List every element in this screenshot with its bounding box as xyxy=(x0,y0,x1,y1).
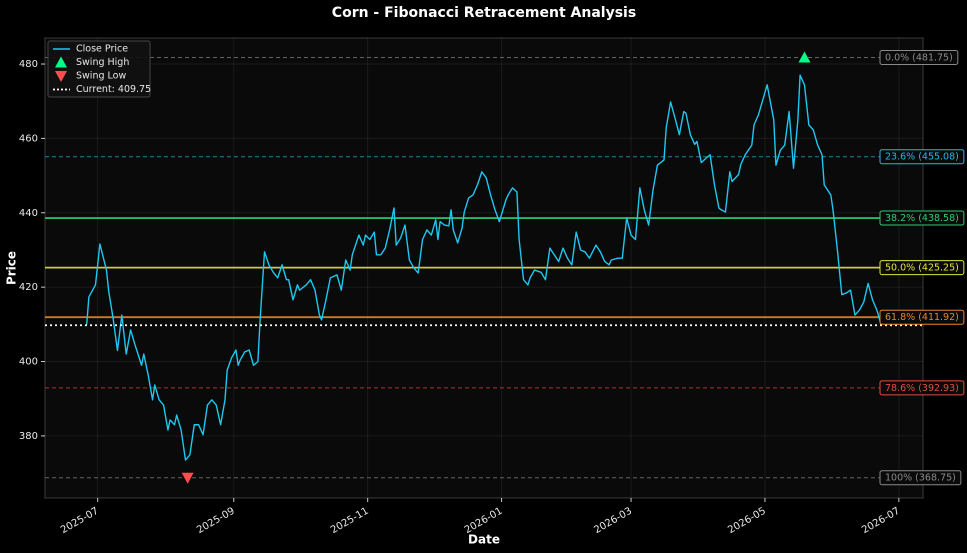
level-label: 23.6% (455.08) xyxy=(885,152,959,163)
y-tick-label: 400 xyxy=(19,357,38,368)
legend-label: Swing High xyxy=(76,57,129,68)
level-label: 0.0% (481.75) xyxy=(885,53,953,64)
level-label-box xyxy=(879,260,965,276)
swing-low-marker xyxy=(181,472,194,484)
level-label: 100% (368.75) xyxy=(885,473,956,484)
y-tick-label: 420 xyxy=(19,282,38,293)
level-label-box xyxy=(879,309,965,325)
y-axis-label: Price xyxy=(5,251,19,285)
legend-label: Current: 409.75 xyxy=(76,84,151,95)
legend-label: Close Price xyxy=(76,44,128,55)
level-label: 50.0% (425.25) xyxy=(885,263,959,274)
y-tick-label: 480 xyxy=(19,59,38,70)
legend-swatch xyxy=(55,71,67,82)
legend-label: Swing Low xyxy=(76,71,126,82)
level-label-box xyxy=(879,380,965,396)
legend: Close Price Swing High Swing Low Current: 4… xyxy=(47,40,151,98)
y-tick-label: 380 xyxy=(19,431,38,442)
level-label-box xyxy=(879,470,962,486)
level-label-box xyxy=(879,50,959,66)
level-label: 78.6% (392.93) xyxy=(885,383,959,394)
price-line xyxy=(86,74,882,461)
y-tick-label: 460 xyxy=(19,133,38,144)
legend-swatch xyxy=(55,56,67,68)
level-label-box xyxy=(879,149,965,165)
level-label: 61.8% (411.92) xyxy=(885,312,959,323)
level-label: 38.2% (438.58) xyxy=(885,213,959,224)
chart-title: Corn - Fibonacci Retracement Analysis xyxy=(332,5,636,21)
x-axis-label: Date xyxy=(468,533,500,547)
level-label-box xyxy=(879,210,965,226)
swing-high-marker xyxy=(798,51,811,63)
y-tick-label: 440 xyxy=(19,208,38,219)
legend-box xyxy=(47,40,151,98)
